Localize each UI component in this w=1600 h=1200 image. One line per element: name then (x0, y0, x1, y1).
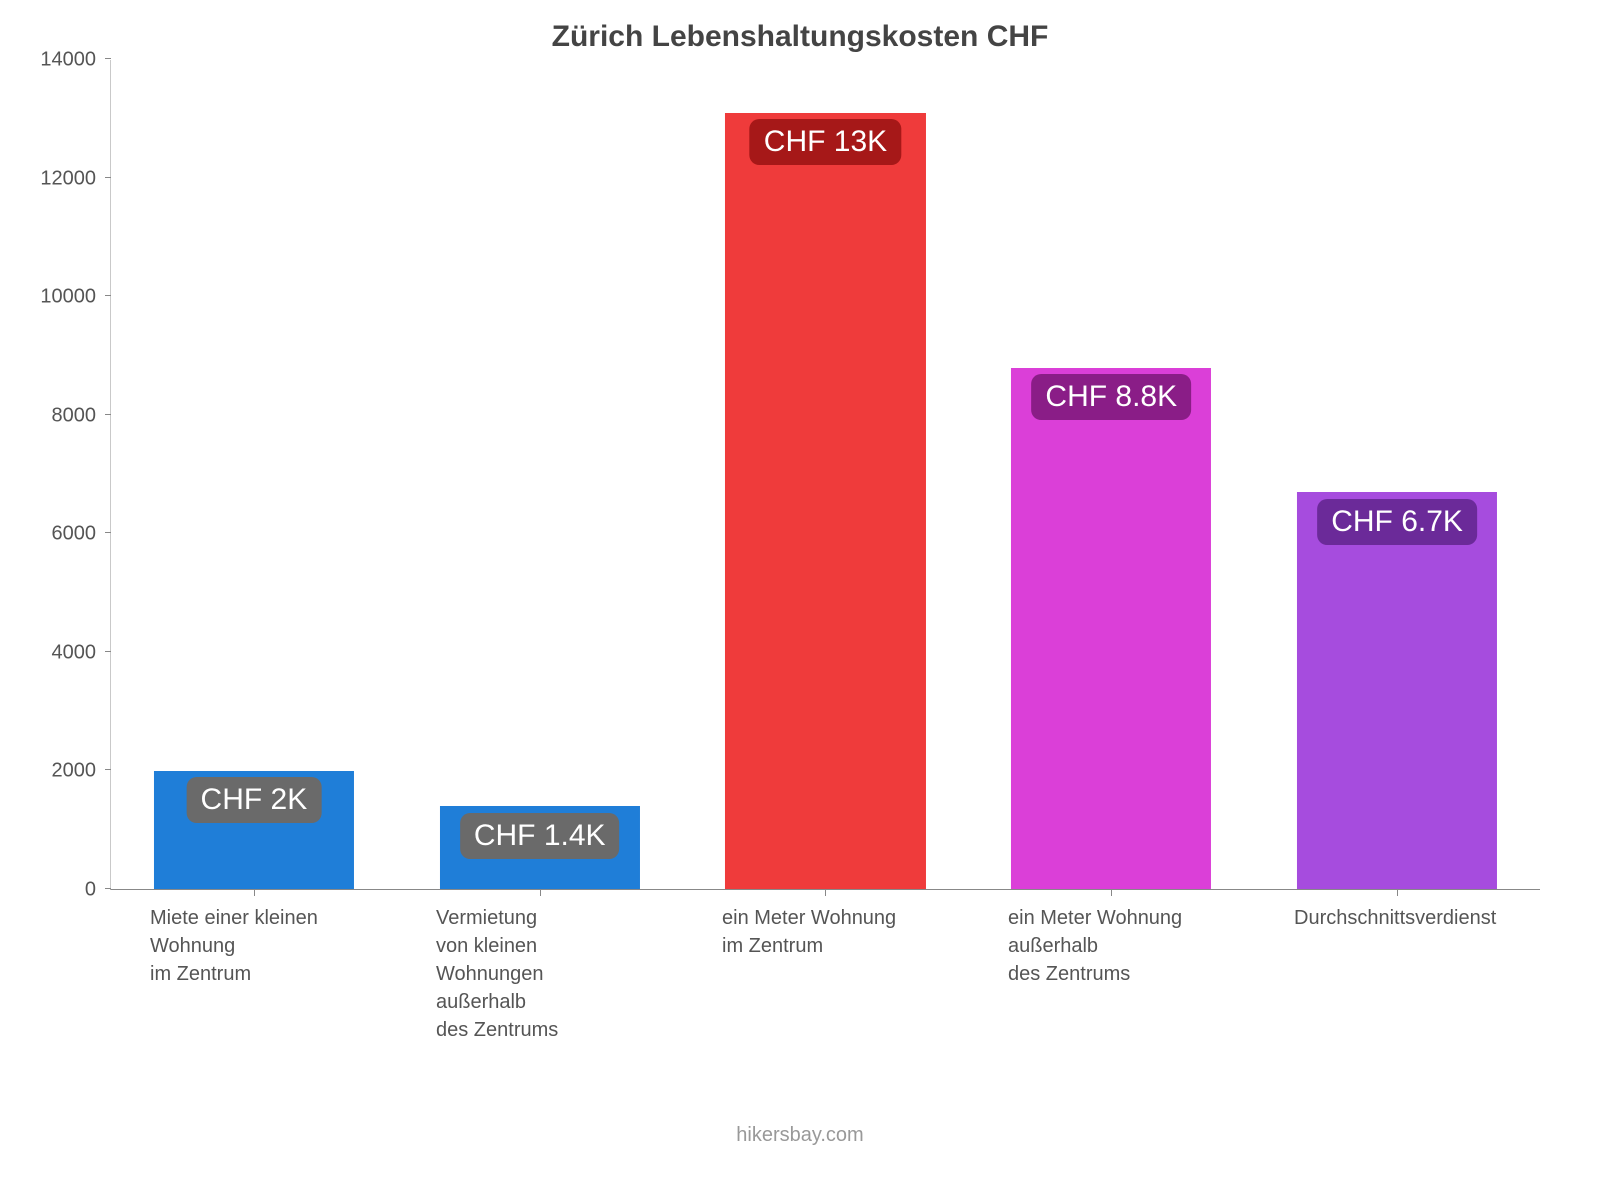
x-axis-label: ein Meter Wohnungim Zentrum (682, 904, 968, 1044)
attribution: hikersbay.com (0, 1124, 1600, 1147)
chart-canvas: Zürich Lebenshaltungskosten CHF 02000400… (0, 0, 1600, 1200)
bar-slot: CHF 8.8K (968, 60, 1254, 889)
bar-value-label: CHF 13K (750, 119, 901, 165)
y-tick-label: 4000 (0, 641, 96, 664)
bar-value-label: CHF 2K (187, 777, 322, 823)
bar-slot: CHF 1.4K (397, 60, 683, 889)
bar (1297, 492, 1497, 889)
x-tick-mark (540, 889, 541, 896)
plot-area: 02000400060008000100001200014000 CHF 2KC… (110, 60, 1540, 890)
y-tick-label: 12000 (0, 167, 96, 190)
bar (725, 113, 925, 889)
x-axis-label: Vermietungvon kleinenWohnungenaußerhalbd… (396, 904, 682, 1044)
bar-slot: CHF 6.7K (1254, 60, 1540, 889)
x-axis-label: Durchschnittsverdienst (1254, 904, 1540, 1044)
bar-slot: CHF 2K (111, 60, 397, 889)
y-tick-label: 6000 (0, 523, 96, 546)
y-tick-label: 14000 (0, 49, 96, 72)
x-tick-mark (1397, 889, 1398, 896)
x-axis-label: Miete einer kleinenWohnungim Zentrum (110, 904, 396, 1044)
x-tick-mark (254, 889, 255, 896)
y-tick-label: 0 (0, 879, 96, 902)
chart-title: Zürich Lebenshaltungskosten CHF (0, 20, 1600, 54)
bar-value-label: CHF 6.7K (1317, 499, 1477, 545)
y-tick-label: 8000 (0, 404, 96, 427)
bar (1011, 368, 1211, 889)
y-tick-label: 2000 (0, 760, 96, 783)
bar-value-label: CHF 1.4K (460, 813, 620, 859)
bars-container: CHF 2K CHF 1.4K CHF 13K CHF 8.8K CHF 6.7K (111, 60, 1540, 889)
y-tick-label: 10000 (0, 286, 96, 309)
plot: CHF 2K CHF 1.4K CHF 13K CHF 8.8K CHF 6.7K (110, 60, 1540, 890)
x-tick-mark (825, 889, 826, 896)
y-axis: 02000400060008000100001200014000 (0, 60, 100, 890)
x-axis-labels: Miete einer kleinenWohnungim ZentrumVerm… (110, 904, 1540, 1044)
y-tick-mark (105, 58, 111, 59)
bar-value-label: CHF 8.8K (1031, 374, 1191, 420)
x-axis-label: ein Meter Wohnungaußerhalbdes Zentrums (968, 904, 1254, 1044)
bar-slot: CHF 13K (683, 60, 969, 889)
x-tick-mark (1111, 889, 1112, 896)
